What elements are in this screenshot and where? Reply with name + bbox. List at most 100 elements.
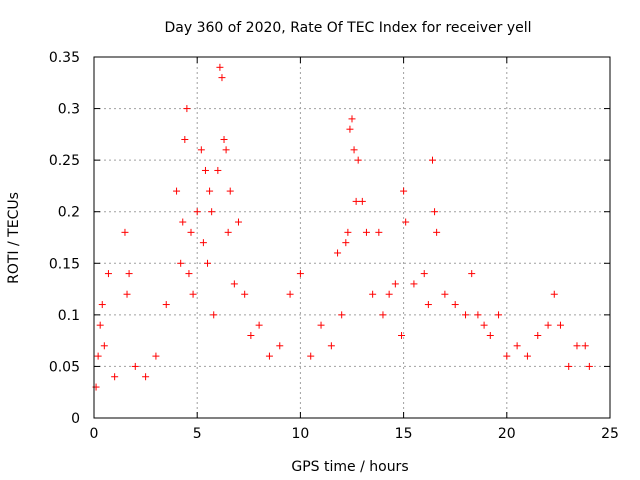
y-tick-label: 0.15 <box>49 256 80 272</box>
data-point <box>346 125 354 133</box>
data-point <box>201 166 209 174</box>
data-point <box>462 311 470 319</box>
y-tick-label: 0.25 <box>49 153 80 169</box>
data-point <box>214 166 222 174</box>
data-point <box>523 352 531 360</box>
data-point <box>433 228 441 236</box>
y-axis-label: ROTI / TECUs <box>6 192 22 284</box>
data-point <box>247 331 255 339</box>
data-point <box>375 228 383 236</box>
data-point <box>369 290 377 298</box>
tick-labels: 0 5 10 15 20 25 0 0.05 0.1 0.15 0.2 0.25 0.3 0.35 <box>49 50 619 442</box>
data-point <box>402 218 410 226</box>
data-point <box>226 187 234 195</box>
x-tick-label: 0 <box>90 426 99 442</box>
data-point <box>352 197 360 205</box>
axis-ticks <box>93 56 611 419</box>
data-point <box>162 301 170 309</box>
data-point <box>181 136 189 144</box>
data-point <box>342 239 350 247</box>
data-point <box>585 362 593 370</box>
plot-frame <box>93 56 611 419</box>
data-point <box>550 290 558 298</box>
data-point <box>142 373 150 381</box>
data-point <box>354 156 362 164</box>
data-point <box>210 311 218 319</box>
x-tick-label: 10 <box>291 426 309 442</box>
data-point <box>220 136 228 144</box>
x-tick-label: 5 <box>193 426 202 442</box>
data-point <box>513 342 521 350</box>
data-point <box>474 311 482 319</box>
data-point <box>125 270 133 278</box>
data-point <box>486 331 494 339</box>
data-point <box>131 362 139 370</box>
data-point <box>581 342 589 350</box>
data-point <box>204 259 212 267</box>
data-point <box>420 270 428 278</box>
data-point <box>216 63 224 71</box>
data-point <box>573 342 581 350</box>
data-point <box>111 373 119 381</box>
data-point <box>480 321 488 329</box>
data-point <box>218 74 226 82</box>
data-point <box>286 290 294 298</box>
data-point <box>544 321 552 329</box>
data-point <box>350 146 358 154</box>
y-tick-label: 0.35 <box>49 50 80 66</box>
data-point <box>179 218 187 226</box>
y-tick-label: 0.1 <box>58 308 80 324</box>
data-point <box>428 156 436 164</box>
data-point <box>152 352 160 360</box>
data-point <box>94 352 102 360</box>
data-point <box>265 352 273 360</box>
data-point <box>222 146 230 154</box>
y-tick-label: 0.3 <box>58 102 80 118</box>
data-point <box>503 352 511 360</box>
data-point <box>100 342 108 350</box>
data-point <box>96 321 104 329</box>
data-point <box>121 228 129 236</box>
data-point <box>197 146 205 154</box>
data-point <box>400 187 408 195</box>
data-point <box>187 228 195 236</box>
data-point <box>183 105 191 113</box>
data-point <box>98 301 106 309</box>
data-point <box>230 280 238 288</box>
data-point <box>199 239 207 247</box>
data-point <box>431 208 439 216</box>
data-point <box>379 311 387 319</box>
data-point <box>362 228 370 236</box>
data-point <box>206 187 214 195</box>
x-axis-label: GPS time / hours <box>291 459 408 475</box>
data-point <box>234 218 242 226</box>
data-point <box>123 290 131 298</box>
data-points <box>92 63 593 391</box>
data-point <box>317 321 325 329</box>
data-point <box>410 280 418 288</box>
data-point <box>208 208 216 216</box>
data-point <box>424 301 432 309</box>
data-point <box>334 249 342 257</box>
data-point <box>185 270 193 278</box>
data-point <box>255 321 263 329</box>
data-point <box>385 290 393 298</box>
data-point <box>193 208 201 216</box>
x-tick-label: 15 <box>395 426 413 442</box>
data-point <box>495 311 503 319</box>
y-tick-label: 0 <box>71 411 80 427</box>
data-point <box>468 270 476 278</box>
data-point <box>276 342 284 350</box>
data-point <box>348 115 356 123</box>
data-point <box>534 331 542 339</box>
x-tick-label: 20 <box>498 426 516 442</box>
data-point <box>307 352 315 360</box>
data-point <box>177 259 185 267</box>
chart-title: Day 360 of 2020, Rate Of TEC Index for r… <box>164 20 531 36</box>
y-tick-label: 0.2 <box>58 205 80 221</box>
y-tick-label: 0.05 <box>49 359 80 375</box>
data-point <box>327 342 335 350</box>
data-point <box>391 280 399 288</box>
